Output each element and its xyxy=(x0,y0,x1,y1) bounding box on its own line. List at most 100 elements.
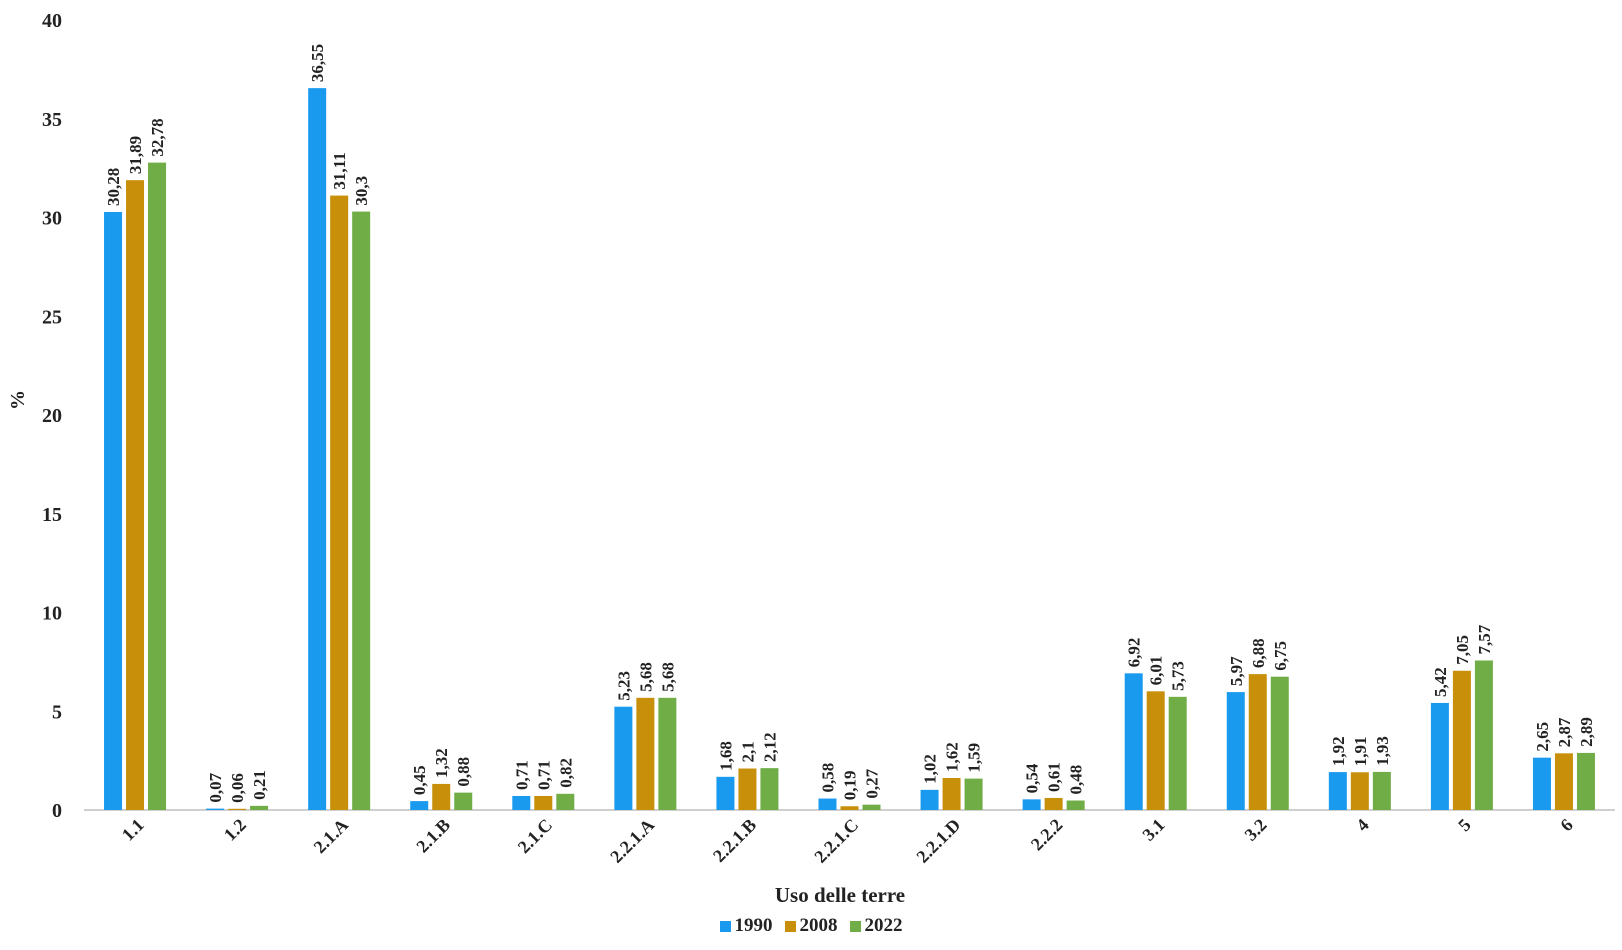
bar xyxy=(1124,673,1143,810)
legend-item: 2008 xyxy=(784,915,838,937)
data-label: 2,1 xyxy=(738,741,757,762)
y-tick-label: 20 xyxy=(42,405,62,427)
bar xyxy=(636,697,655,810)
bar xyxy=(920,789,939,810)
bar xyxy=(1248,674,1267,810)
data-label: 0,48 xyxy=(1067,765,1086,795)
bar xyxy=(206,808,225,810)
data-label: 1,68 xyxy=(716,741,735,771)
data-label: 1,32 xyxy=(432,748,451,778)
data-label: 30,3 xyxy=(352,176,371,206)
bar xyxy=(738,768,757,810)
y-tick-label: 40 xyxy=(42,10,62,32)
x-tick-label: 2.1.B xyxy=(412,815,454,857)
bar xyxy=(716,776,735,810)
y-tick-label: 25 xyxy=(42,306,62,328)
y-tick-label: 5 xyxy=(52,701,62,723)
bar xyxy=(840,806,859,810)
bar xyxy=(1430,702,1449,810)
data-label: 6,75 xyxy=(1271,641,1290,671)
y-tick-label: 15 xyxy=(42,504,62,526)
bar xyxy=(454,792,473,810)
bar xyxy=(1474,660,1493,810)
x-tick-label: 2.1.C xyxy=(514,815,556,857)
bar xyxy=(1270,676,1289,810)
legend-swatch xyxy=(719,920,731,932)
data-label: 0,06 xyxy=(228,773,247,803)
legend-item: 2022 xyxy=(849,915,903,937)
bar xyxy=(534,795,553,810)
bar xyxy=(228,808,247,810)
data-label: 1,91 xyxy=(1351,737,1370,767)
data-label: 1,62 xyxy=(943,742,962,772)
y-tick-label: 35 xyxy=(42,109,62,131)
x-tick-label: 2.2.1.D xyxy=(912,815,964,867)
x-tick-label: 3.2 xyxy=(1241,815,1271,845)
data-label: 0,27 xyxy=(863,768,882,798)
data-label: 0,07 xyxy=(206,772,225,802)
x-tick-label: 6 xyxy=(1556,815,1577,836)
bar xyxy=(1350,772,1369,810)
data-label: 31,11 xyxy=(330,152,349,189)
data-label: 2,87 xyxy=(1555,717,1574,747)
data-label: 5,42 xyxy=(1431,667,1450,697)
bar xyxy=(1452,670,1471,810)
bar xyxy=(308,88,327,810)
bar xyxy=(432,783,451,810)
data-label: 0,71 xyxy=(512,760,531,790)
bar xyxy=(760,768,779,810)
bar xyxy=(964,778,983,810)
bar xyxy=(614,706,633,810)
bar xyxy=(512,795,531,810)
data-label: 0,21 xyxy=(250,770,269,800)
bar xyxy=(1066,800,1085,810)
data-label: 6,88 xyxy=(1249,638,1268,668)
y-tick-label: 10 xyxy=(42,603,62,625)
legend-swatch xyxy=(849,920,861,932)
data-label: 1,02 xyxy=(921,754,940,784)
bar xyxy=(148,162,167,811)
bars xyxy=(104,88,1595,811)
data-label: 1,93 xyxy=(1373,736,1392,766)
data-label: 7,05 xyxy=(1453,635,1472,665)
bar xyxy=(1146,691,1165,810)
x-tick-label: 2.2.2 xyxy=(1027,815,1067,855)
data-label: 0,61 xyxy=(1045,762,1064,792)
x-tick-label: 2.2.1.A xyxy=(606,815,658,867)
bar xyxy=(1226,692,1245,810)
data-label: 0,54 xyxy=(1023,763,1042,793)
legend-swatch xyxy=(784,920,796,932)
bar xyxy=(862,804,881,810)
bar xyxy=(1532,757,1551,810)
bar xyxy=(1576,752,1595,810)
x-tick-label: 3.1 xyxy=(1138,815,1168,845)
bar xyxy=(1372,771,1391,810)
data-label: 6,01 xyxy=(1147,656,1166,686)
data-label: 0,58 xyxy=(819,763,838,793)
legend-item: 1990 xyxy=(719,915,773,937)
bar xyxy=(1328,772,1347,810)
bar xyxy=(104,211,123,811)
x-tick-label: 1.2 xyxy=(220,815,250,845)
data-label: 2,89 xyxy=(1577,717,1596,747)
bar xyxy=(1022,799,1041,810)
data-label: 5,73 xyxy=(1169,661,1188,691)
data-label: 2,65 xyxy=(1533,722,1552,752)
x-tick-label: 4 xyxy=(1352,815,1373,836)
value-labels: 30,28 0,07 36,55 0,45 0,71 5,23 1,68 0,58 1,02 0,… xyxy=(104,44,1596,803)
bar xyxy=(1044,797,1063,810)
y-axis: 0 5 10 15 20 25 30 35 40 xyxy=(42,10,62,822)
x-tick-label: 2.2.1.B xyxy=(709,815,760,866)
data-label: 1,59 xyxy=(965,743,984,773)
data-label: 6,92 xyxy=(1125,638,1144,668)
data-label: 0,45 xyxy=(410,765,429,795)
bar xyxy=(1554,753,1573,810)
bar xyxy=(818,798,837,810)
data-label: 0,82 xyxy=(556,758,575,788)
x-tick-label: 2.2.1.C xyxy=(810,815,862,867)
data-label: 36,55 xyxy=(308,44,327,82)
x-tick-label: 1.1 xyxy=(118,815,148,845)
data-label: 1,92 xyxy=(1329,736,1348,766)
x-tick-label: 5 xyxy=(1454,815,1475,836)
